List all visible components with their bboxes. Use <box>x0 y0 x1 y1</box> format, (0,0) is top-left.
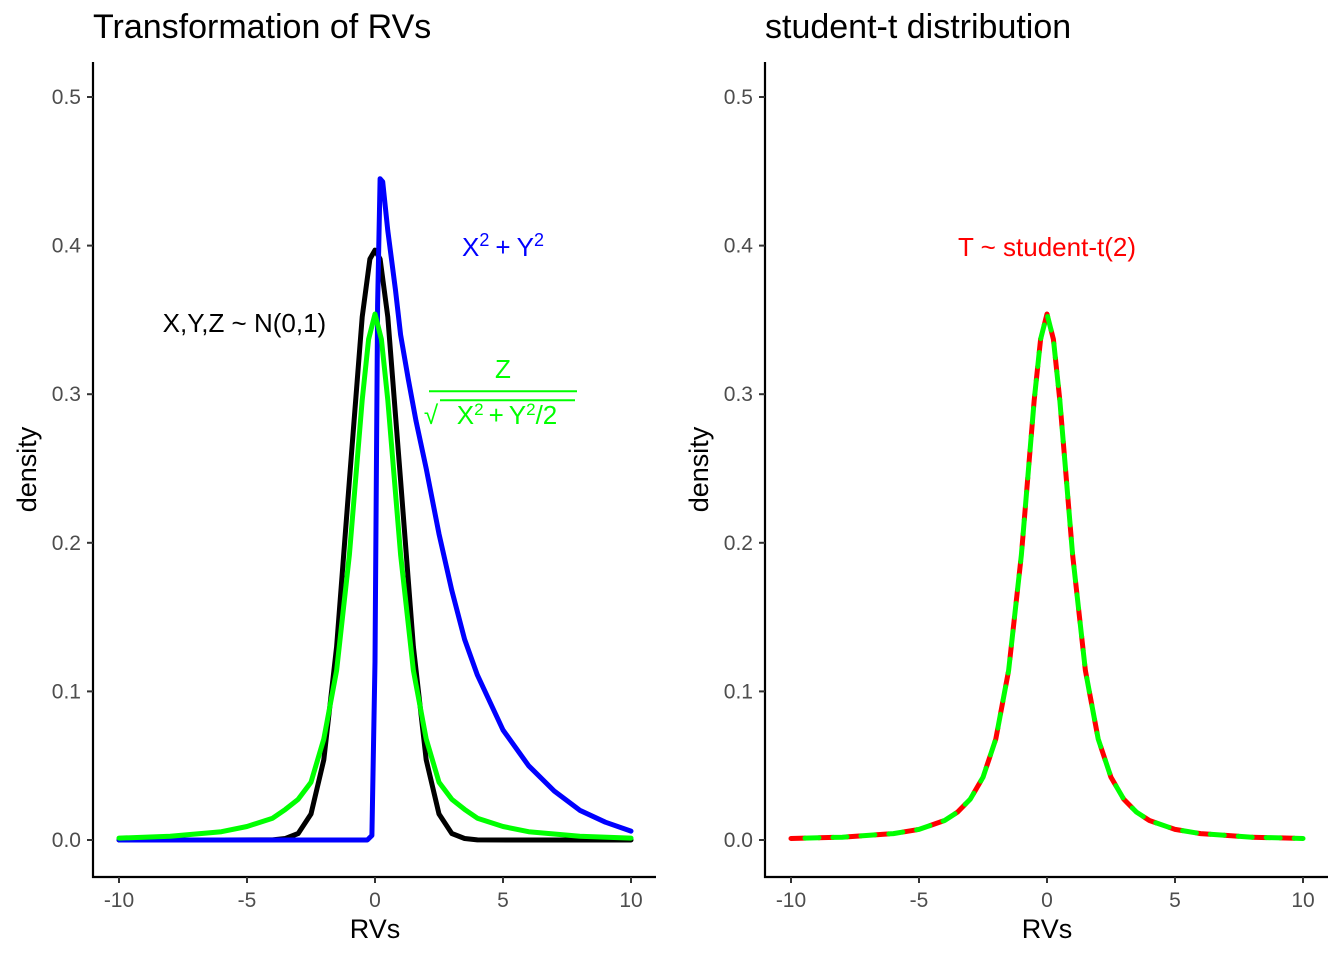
denominator-part: 2 <box>526 400 535 419</box>
series-line-1 <box>788 311 1306 841</box>
x-axis-title: RVs <box>1022 914 1073 944</box>
x-tick-label: 10 <box>1291 889 1314 912</box>
fraction-denominator: X2 + Y2/2 <box>457 400 558 430</box>
y-tick-label: 0.5 <box>52 86 81 109</box>
fraction-radical: √ <box>424 400 439 430</box>
panel-1: Transformation of RVs 0.0 0.1 0.2 0.3 0.4 0.5 -… <box>12 8 656 944</box>
y-axis-title: density <box>684 426 714 512</box>
fraction-numerator: Z <box>495 354 511 384</box>
x-tick-label: 5 <box>497 889 509 912</box>
annotation-label: X,Y,Z ~ N(0,1) <box>163 308 327 338</box>
chart-title: Transformation of RVs <box>93 8 431 46</box>
y-tick-label: 0.0 <box>724 829 753 852</box>
y-tick-label: 0.1 <box>724 680 753 703</box>
annotation-part: 2 <box>534 230 544 250</box>
x-tick-label: 5 <box>1169 889 1181 912</box>
annotation-part: 2 <box>479 230 489 250</box>
x-tick-label: -5 <box>238 889 257 912</box>
y-tick-label: 0.3 <box>724 383 753 406</box>
y-tick-label: 0.5 <box>724 86 753 109</box>
y-axis-title: density <box>12 426 42 512</box>
x-tick-label: 10 <box>619 889 642 912</box>
denominator-part: 2 <box>474 400 483 419</box>
annotation-part: X <box>462 232 479 262</box>
x-tick-label: 0 <box>369 889 381 912</box>
chart-title: student-t distribution <box>765 8 1071 46</box>
x-tick-label: 0 <box>1041 889 1053 912</box>
y-tick-label: 0.0 <box>52 829 81 852</box>
series-line-3 <box>116 311 634 841</box>
series-line-2 <box>788 311 1306 841</box>
annotation-part: + <box>495 232 510 262</box>
denominator-part: X <box>457 400 474 430</box>
x-tick-label: -10 <box>104 889 134 912</box>
annotation-part: Y <box>517 232 534 262</box>
panel-2: student-t distribution 0.0 0.1 0.2 0.3 0.4 0.5… <box>684 8 1328 944</box>
y-tick-label: 0.3 <box>52 383 81 406</box>
y-tick-label: 0.1 <box>52 680 81 703</box>
y-tick-label: 0.4 <box>724 235 754 258</box>
annotation-label: X2 + Y2 <box>462 230 544 262</box>
annotation-label: T ~ student-t(2) <box>958 232 1136 262</box>
y-tick-label: 0.4 <box>52 235 82 258</box>
denominator-part: Y <box>509 400 526 430</box>
annotation-fraction: Z√ X2 + Y2/2 <box>424 354 577 430</box>
series-line-1 <box>116 247 634 843</box>
y-tick-label: 0.2 <box>724 532 753 555</box>
series-line-2 <box>116 176 634 843</box>
denominator-part: /2 <box>536 400 558 430</box>
x-axis-title: RVs <box>350 914 401 944</box>
x-tick-label: -5 <box>910 889 929 912</box>
x-tick-label: -10 <box>776 889 806 912</box>
denominator-part: + <box>489 400 504 430</box>
y-tick-label: 0.2 <box>52 532 81 555</box>
